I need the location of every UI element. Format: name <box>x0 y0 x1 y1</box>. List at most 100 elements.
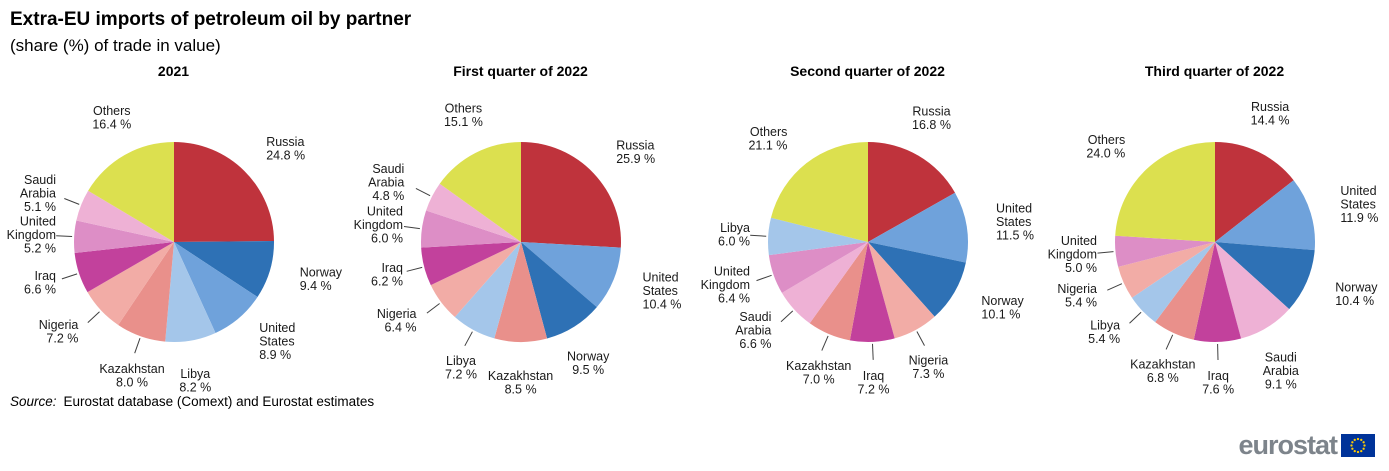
slice-label-kazakhstan: Kazakhstan 8.5 % <box>488 369 553 397</box>
pie-slice-iraq <box>74 241 174 292</box>
eu-flag-star <box>1356 450 1360 454</box>
pie-chart-q1-2022: First quarter of 2022 Russia 25.9 % United… <box>347 58 694 397</box>
label-leader-line <box>916 331 925 346</box>
slice-label-others: Others 16.4 % <box>92 104 131 131</box>
slice-label-russia: Russia 25.9 % <box>616 138 655 166</box>
slice-label-libya: Libya 8.2 % <box>179 367 211 395</box>
source-note: Source: Eurostat database (Comext) and Eu… <box>10 394 374 409</box>
eu-flag-star <box>1363 444 1366 447</box>
slice-label-russia: Russia 16.8 % <box>912 104 951 132</box>
pie-slice-kazakhstan <box>118 241 174 342</box>
pie-slice-others <box>1115 141 1215 242</box>
eu-flag-icon <box>1341 434 1375 457</box>
slice-label-united-kingdom: United Kingdom 6.4 % <box>701 264 750 305</box>
slice-label-iraq: Iraq 7.6 % <box>1202 369 1234 397</box>
pie-slice-norway <box>174 240 275 297</box>
slice-label-iraq: Iraq 6.6 % <box>24 269 56 297</box>
label-leader-line <box>1165 334 1174 350</box>
label-leader-line <box>1129 311 1142 324</box>
label-leader-line <box>406 266 423 272</box>
pie-slice-united-kingdom <box>421 210 521 248</box>
pie-slice-nigeria <box>1118 241 1215 298</box>
slice-label-nigeria: Nigeria 6.4 % <box>377 307 417 335</box>
eu-flag-star <box>1350 444 1353 447</box>
eu-flag-star <box>1360 438 1363 442</box>
slice-label-united-states: United States 8.9 % <box>259 321 295 362</box>
label-leader-line <box>403 225 420 229</box>
slice-label-saudi-arabia: Saudi Arabia 9.1 % <box>1263 350 1299 391</box>
pie-slice-united-states <box>174 241 258 333</box>
slice-label-united-states: United States 11.5 % <box>996 201 1034 242</box>
slice-label-saudi-arabia: Saudi Arabia 4.8 % <box>368 162 404 203</box>
pie-slice-nigeria <box>868 241 935 339</box>
pie-2021-canvas: Russia 24.8 % Norway 9.4 %United States 8.9 %… <box>7 104 343 395</box>
pie-chart-q2-2022: Second quarter of 2022 Russia 16.8 % Unite… <box>694 58 1041 397</box>
pie-slice-libya <box>165 241 216 342</box>
label-leader-line <box>415 187 431 196</box>
pie-slice-saudi-arabia <box>781 241 868 324</box>
eurostat-logo-text: eurostat <box>1238 430 1338 460</box>
slice-label-norway: Norway 10.4 % <box>1335 280 1378 308</box>
eu-flag-star <box>1356 437 1360 441</box>
slice-label-nigeria: Nigeria 7.2 % <box>39 318 79 346</box>
slice-label-united-kingdom: United Kingdom 5.2 % <box>7 214 56 255</box>
pie-slice-iraq <box>1193 241 1242 342</box>
pie-chart-q3-2022: Third quarter of 2022 Russia 14.4 % United… <box>1041 58 1388 397</box>
label-leader-line <box>1097 250 1114 254</box>
pie-slice-others <box>88 141 174 242</box>
label-leader-line <box>756 274 772 281</box>
slice-label-kazakhstan: Kazakhstan 7.0 % <box>786 359 851 387</box>
pie-slice-norway <box>521 241 597 339</box>
pie-q3-2022-canvas: Russia 14.4 % United States 11.9 % Norway 10.4… <box>1048 100 1379 397</box>
pie-slice-united-kingdom <box>74 220 174 253</box>
pie-slice-united-states <box>1215 179 1316 250</box>
header: Extra-EU imports of petroleum oil by par… <box>0 0 1389 56</box>
label-leader-line <box>872 343 874 360</box>
slice-label-libya: Libya 7.2 % <box>445 354 477 382</box>
chart-title: Second quarter of 2022 <box>790 62 945 79</box>
slice-label-kazakhstan: Kazakhstan 6.8 % <box>1130 357 1195 385</box>
eu-flag-star <box>1360 449 1363 453</box>
pie-slice-libya <box>454 241 521 339</box>
chart-title: Third quarter of 2022 <box>1144 62 1285 79</box>
charts-row: 2021 Russia 24.8 % Norway 9.4 % United States… <box>0 58 1389 397</box>
eu-flag-star <box>1353 438 1356 442</box>
slice-label-united-states: United States 10.4 % <box>643 270 682 311</box>
eu-flag-star <box>1353 449 1356 453</box>
pie-slice-others <box>439 141 521 242</box>
pie-slice-russia <box>1215 141 1294 242</box>
pie-slice-others <box>770 141 868 242</box>
eu-flag-star <box>1351 447 1354 450</box>
pie-slice-kazakhstan <box>1155 241 1215 340</box>
pie-slice-russia <box>868 141 956 242</box>
pie-slice-united-kingdom <box>1115 235 1215 267</box>
pie-slice-iraq <box>849 241 895 342</box>
pie-slice-saudi-arabia <box>76 190 174 242</box>
eu-flag-star <box>1351 441 1354 444</box>
eu-flag-star <box>1362 447 1365 450</box>
label-leader-line <box>464 331 473 346</box>
slice-label-united-states: United States 11.9 % <box>1340 184 1378 225</box>
label-leader-line <box>780 310 794 322</box>
label-leader-line <box>134 337 141 354</box>
label-leader-line <box>750 234 767 237</box>
label-leader-line <box>64 197 80 205</box>
page-title: Extra-EU imports of petroleum oil by par… <box>10 9 412 30</box>
pie-slice-libya <box>1131 241 1215 322</box>
pie-slice-iraq <box>421 241 521 285</box>
slice-label-nigeria: Nigeria 5.4 % <box>1057 282 1097 310</box>
chart-title: First quarter of 2022 <box>453 62 588 79</box>
eurostat-logo: eurostat <box>1238 432 1375 459</box>
slice-label-norway: Norway 9.4 % <box>300 265 343 293</box>
source-label: Source: <box>10 394 57 409</box>
slice-label-iraq: Iraq 7.2 % <box>858 369 890 397</box>
slice-label-libya: Libya 5.4 % <box>1088 318 1120 346</box>
page-subtitle: (share (%) of trade in value) <box>10 35 221 55</box>
slice-label-russia: Russia 24.8 % <box>266 135 305 163</box>
pie-slice-libya <box>768 217 868 255</box>
slice-label-norway: Norway 10.1 % <box>981 294 1024 322</box>
chart-title: 2021 <box>157 62 190 79</box>
pie-slice-united-states <box>521 241 621 307</box>
pie-slice-kazakhstan <box>809 241 868 341</box>
pie-slice-russia <box>521 141 621 248</box>
